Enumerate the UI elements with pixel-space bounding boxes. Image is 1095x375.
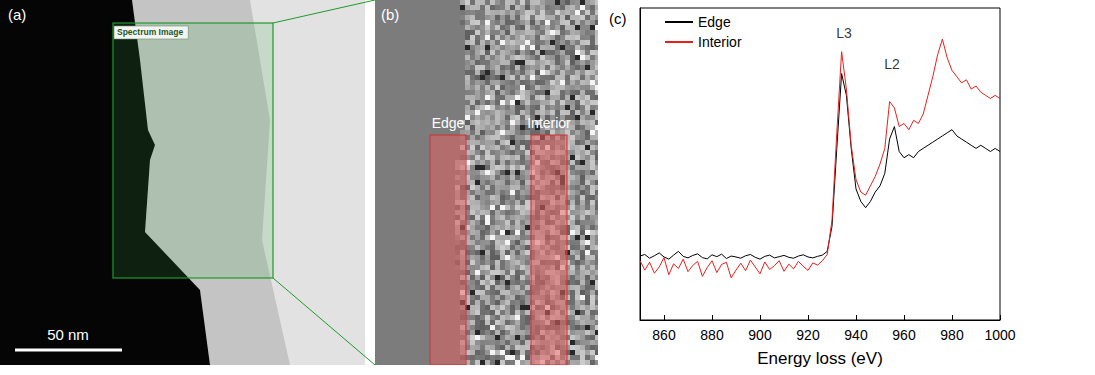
svg-text:920: 920 xyxy=(796,327,820,343)
svg-text:Interior: Interior xyxy=(527,115,571,131)
svg-text:L3: L3 xyxy=(836,25,852,41)
svg-text:Spectrum Image: Spectrum Image xyxy=(117,27,183,37)
svg-text:960: 960 xyxy=(892,327,916,343)
svg-text:(a): (a) xyxy=(8,6,26,23)
svg-text:Edge: Edge xyxy=(432,115,465,131)
svg-text:Interior: Interior xyxy=(698,34,742,50)
svg-text:(c): (c) xyxy=(609,10,627,27)
svg-text:L2: L2 xyxy=(884,56,900,72)
svg-text:880: 880 xyxy=(700,327,724,343)
svg-text:980: 980 xyxy=(940,327,964,343)
svg-text:(b): (b) xyxy=(381,6,399,23)
svg-text:Energy loss (eV): Energy loss (eV) xyxy=(757,349,883,368)
svg-text:900: 900 xyxy=(748,327,772,343)
svg-text:Edge: Edge xyxy=(698,14,731,30)
svg-text:860: 860 xyxy=(652,327,676,343)
svg-text:1000: 1000 xyxy=(984,327,1015,343)
svg-text:50 nm: 50 nm xyxy=(47,326,89,343)
svg-text:940: 940 xyxy=(844,327,868,343)
